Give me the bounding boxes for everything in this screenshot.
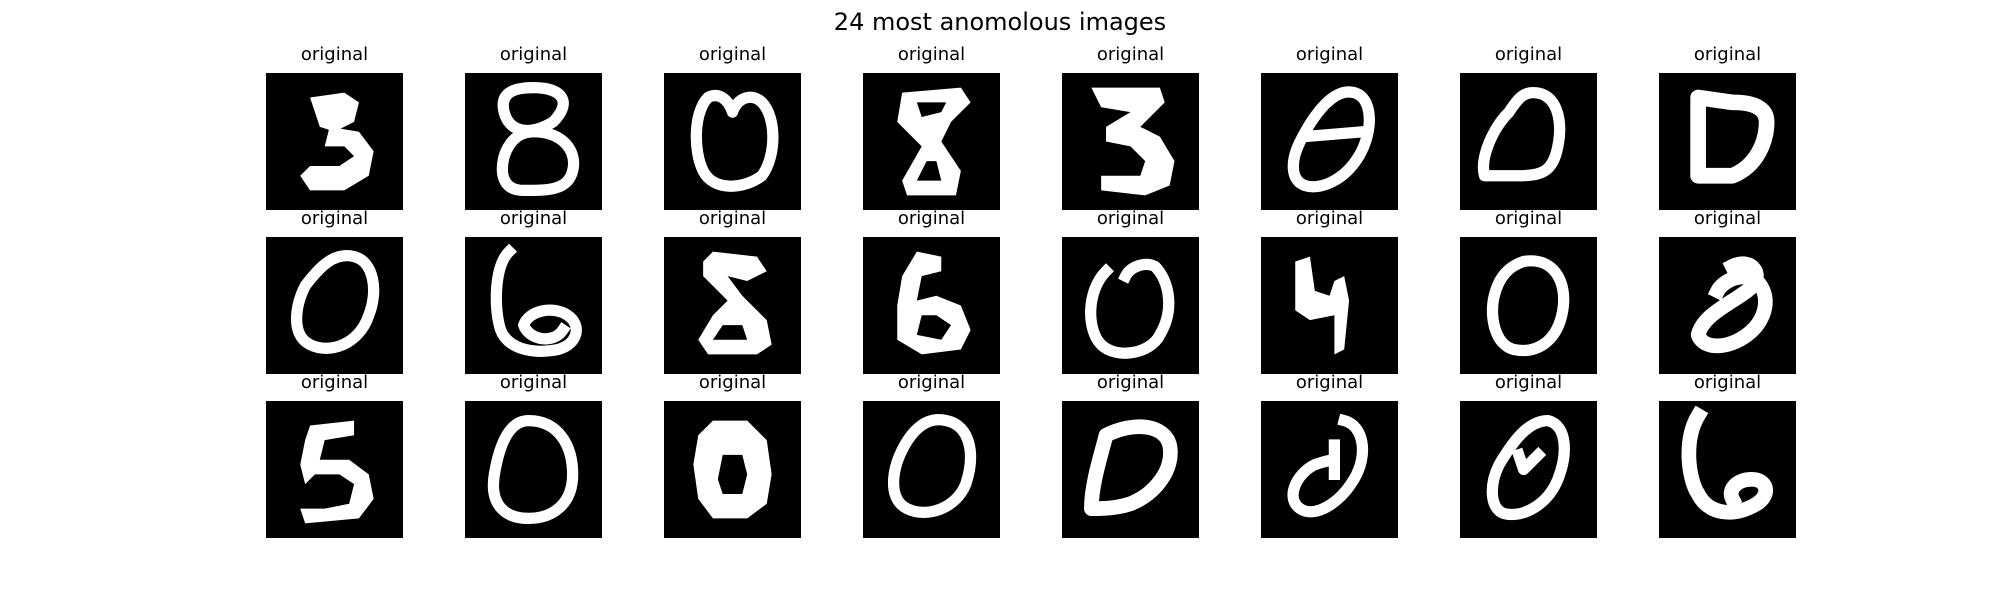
grid-cell: original: [465, 372, 602, 538]
cell-label: original: [1693, 44, 1762, 65]
digit-image: [863, 237, 1000, 374]
grid-cell: original: [1659, 372, 1796, 538]
digit-image: [1062, 73, 1199, 210]
grid-cell: original: [1460, 372, 1597, 538]
cell-label: original: [300, 44, 369, 65]
cell-label: original: [897, 44, 966, 65]
grid-cell: original: [266, 372, 403, 538]
cell-label: original: [1693, 372, 1762, 393]
cell-label: original: [499, 372, 568, 393]
grid-cell: original: [1659, 44, 1796, 210]
digit-image: [664, 401, 801, 538]
digit-image: [465, 237, 602, 374]
grid-cell: original: [1261, 44, 1398, 210]
grid-cell: original: [1062, 208, 1199, 374]
grid-cell: original: [863, 44, 1000, 210]
cell-label: original: [1494, 208, 1563, 229]
grid-cell: original: [266, 208, 403, 374]
digit-image: [1659, 73, 1796, 210]
digit-image: [465, 401, 602, 538]
cell-label: original: [1295, 208, 1364, 229]
digit-image: [1261, 73, 1398, 210]
cell-label: original: [1494, 372, 1563, 393]
grid-cell: original: [664, 44, 801, 210]
grid-cell: original: [863, 372, 1000, 538]
cell-label: original: [499, 44, 568, 65]
grid-cell: original: [664, 372, 801, 538]
cell-label: original: [300, 372, 369, 393]
cell-label: original: [698, 44, 767, 65]
cell-label: original: [897, 208, 966, 229]
cell-label: original: [1693, 208, 1762, 229]
cell-label: original: [1096, 44, 1165, 65]
digit-image: [1659, 401, 1796, 538]
digit-image: [1062, 237, 1199, 374]
cell-label: original: [300, 208, 369, 229]
digit-image: [266, 237, 403, 374]
digit-image: [1460, 73, 1597, 210]
digit-image: [1062, 401, 1199, 538]
cell-label: original: [1494, 44, 1563, 65]
digit-image: [465, 73, 602, 210]
cell-label: original: [1096, 372, 1165, 393]
grid-cell: original: [1062, 44, 1199, 210]
grid-cell: original: [1659, 208, 1796, 374]
cell-label: original: [698, 372, 767, 393]
digit-image: [1460, 401, 1597, 538]
grid-cell: original: [1261, 372, 1398, 538]
cell-label: original: [1295, 372, 1364, 393]
digit-image: [863, 73, 1000, 210]
grid-cell: original: [1261, 208, 1398, 374]
grid-cell: original: [664, 208, 801, 374]
digit-image: [1261, 401, 1398, 538]
cell-label: original: [1295, 44, 1364, 65]
grid-cell: original: [465, 44, 602, 210]
grid-cell: original: [863, 208, 1000, 374]
grid-cell: original: [1062, 372, 1199, 538]
digit-image: [664, 237, 801, 374]
digit-image: [1659, 237, 1796, 374]
digit-image: [1261, 237, 1398, 374]
grid-cell: original: [1460, 208, 1597, 374]
digit-image: [664, 73, 801, 210]
cell-label: original: [499, 208, 568, 229]
digit-image: [1460, 237, 1597, 374]
cell-label: original: [897, 372, 966, 393]
digit-image: [266, 401, 403, 538]
digit-image: [266, 73, 403, 210]
cell-label: original: [698, 208, 767, 229]
figure-title: 24 most anomolous images: [833, 8, 1167, 36]
digit-image: [863, 401, 1000, 538]
cell-label: original: [1096, 208, 1165, 229]
grid-cell: original: [465, 208, 602, 374]
grid-cell: original: [1460, 44, 1597, 210]
grid-cell: original: [266, 44, 403, 210]
